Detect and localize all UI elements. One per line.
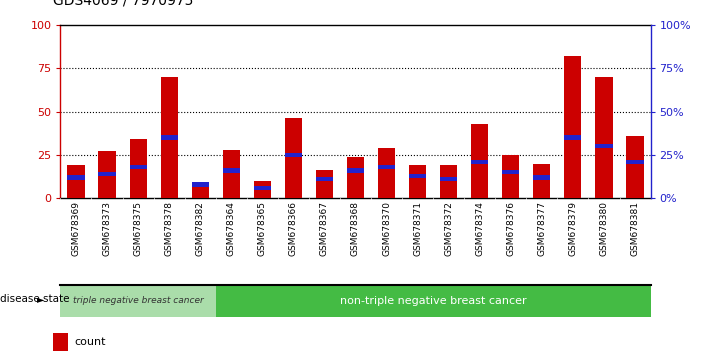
Bar bbox=[53, 333, 68, 351]
Bar bbox=[502, 170, 519, 175]
Text: GSM678364: GSM678364 bbox=[227, 201, 236, 256]
Bar bbox=[533, 175, 550, 179]
Bar bbox=[68, 165, 85, 198]
Bar bbox=[192, 184, 209, 198]
Text: count: count bbox=[75, 337, 106, 347]
Text: GDS4069 / 7970975: GDS4069 / 7970975 bbox=[53, 0, 193, 7]
Bar bbox=[533, 164, 550, 198]
Text: GSM678379: GSM678379 bbox=[568, 201, 577, 256]
Text: GSM678372: GSM678372 bbox=[444, 201, 453, 256]
Text: GSM678365: GSM678365 bbox=[258, 201, 267, 256]
Bar bbox=[60, 285, 215, 317]
Bar bbox=[99, 172, 116, 176]
Bar bbox=[99, 152, 116, 198]
Bar bbox=[161, 77, 178, 198]
Bar bbox=[502, 155, 519, 198]
Bar bbox=[215, 285, 651, 317]
Bar bbox=[223, 168, 240, 173]
Text: GSM678378: GSM678378 bbox=[165, 201, 173, 256]
Bar bbox=[440, 165, 457, 198]
Bar bbox=[316, 171, 333, 198]
Bar bbox=[347, 156, 364, 198]
Bar bbox=[68, 175, 85, 179]
Text: GSM678381: GSM678381 bbox=[631, 201, 639, 256]
Bar bbox=[161, 135, 178, 140]
Bar bbox=[285, 119, 302, 198]
Bar bbox=[565, 135, 582, 140]
Text: triple negative breast cancer: triple negative breast cancer bbox=[73, 296, 203, 306]
Bar bbox=[626, 136, 643, 198]
Bar bbox=[440, 177, 457, 181]
Text: GSM678369: GSM678369 bbox=[72, 201, 80, 256]
Text: GSM678371: GSM678371 bbox=[413, 201, 422, 256]
Bar bbox=[316, 177, 333, 181]
Bar bbox=[192, 182, 209, 187]
Bar bbox=[595, 144, 612, 148]
Bar bbox=[409, 173, 426, 178]
Bar bbox=[409, 165, 426, 198]
Text: ►: ► bbox=[37, 294, 45, 304]
Bar bbox=[378, 165, 395, 169]
Bar bbox=[626, 160, 643, 164]
Text: GSM678376: GSM678376 bbox=[506, 201, 515, 256]
Text: non-triple negative breast cancer: non-triple negative breast cancer bbox=[340, 296, 526, 306]
Bar bbox=[565, 56, 582, 198]
Text: GSM678382: GSM678382 bbox=[196, 201, 205, 256]
Text: GSM678377: GSM678377 bbox=[538, 201, 546, 256]
Text: GSM678370: GSM678370 bbox=[382, 201, 391, 256]
Text: GSM678367: GSM678367 bbox=[320, 201, 329, 256]
Text: GSM678373: GSM678373 bbox=[102, 201, 112, 256]
Bar bbox=[471, 124, 488, 198]
Bar bbox=[254, 185, 271, 190]
Bar bbox=[471, 160, 488, 164]
Bar bbox=[129, 139, 146, 198]
Text: GSM678368: GSM678368 bbox=[351, 201, 360, 256]
Text: GSM678380: GSM678380 bbox=[599, 201, 609, 256]
Bar bbox=[285, 153, 302, 157]
Bar bbox=[347, 168, 364, 173]
Text: GSM678366: GSM678366 bbox=[289, 201, 298, 256]
Bar bbox=[595, 77, 612, 198]
Bar bbox=[223, 150, 240, 198]
Bar bbox=[254, 181, 271, 198]
Bar bbox=[378, 148, 395, 198]
Text: GSM678375: GSM678375 bbox=[134, 201, 143, 256]
Bar bbox=[129, 165, 146, 169]
Text: GSM678374: GSM678374 bbox=[475, 201, 484, 256]
Text: disease state: disease state bbox=[0, 294, 70, 304]
